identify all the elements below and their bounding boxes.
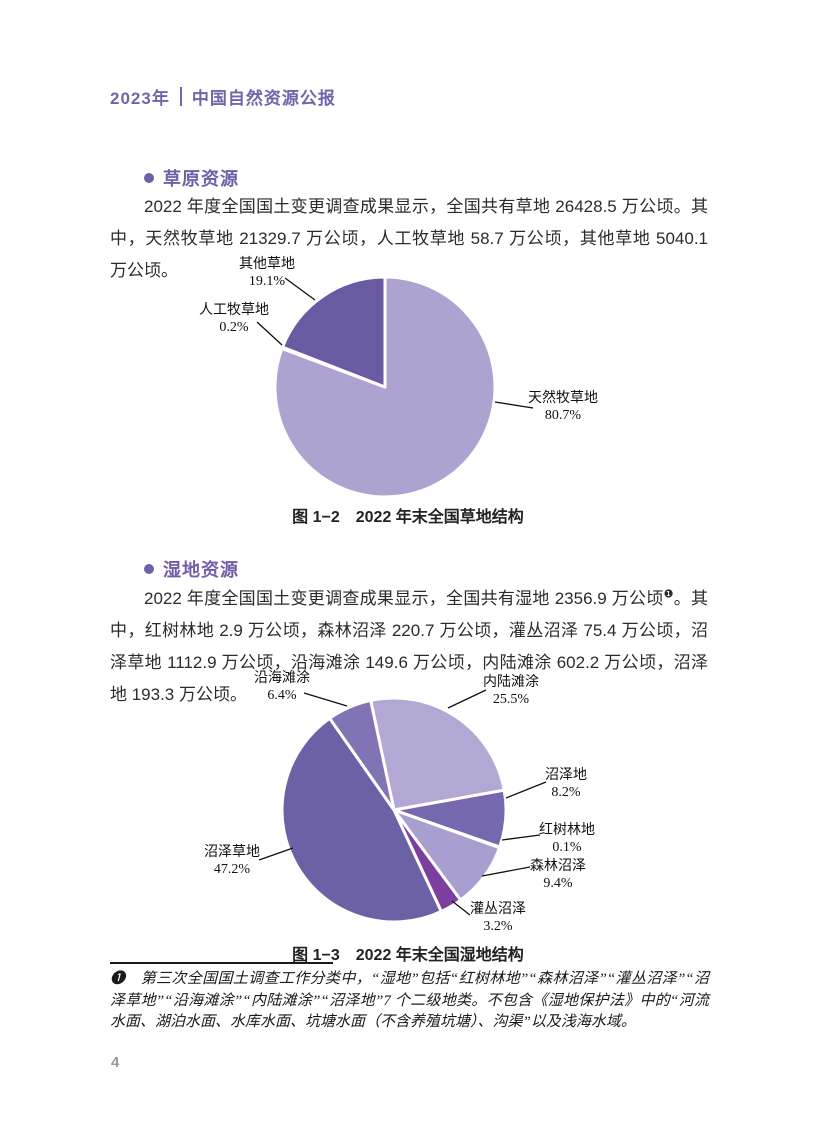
pie-label-artificial-pasture: 人工牧草地 0.2% — [199, 302, 269, 336]
section-heading-label: 草原资源 — [163, 169, 239, 189]
pie-label-other-grassland: 其他草地 19.1% — [239, 256, 295, 290]
pie-label-coastal-mudflat: 沿海滩涂 6.4% — [254, 670, 310, 704]
paragraph-wetland: 2022 年度全国国土变更调查成果显示，全国共有湿地 2356.9 万公顷❶。其… — [110, 583, 708, 711]
pie-slices — [273, 275, 497, 499]
pie-slice-marsh-grassland — [280, 716, 443, 924]
header-year: 2023年 — [110, 89, 170, 108]
leader-line-natural-pasture — [494, 401, 534, 409]
pie-label-value: 47.2% — [213, 862, 251, 877]
pie-label-value: 6.4% — [267, 688, 297, 703]
paragraph-grassland: 2022 年度全国国土变更调查成果显示，全国共有草地 26428.5 万公顷。其… — [110, 197, 708, 280]
pie-label-marshland: 沼泽地 8.2% — [545, 767, 587, 801]
pie-label-name: 内陆滩涂 — [483, 675, 539, 690]
pie-slice-inland-mudflat — [369, 696, 506, 812]
footnote-text: ❶ 第三次全国国土调查工作分类中，“湿地”包括“红树林地”“森林沼泽”“灌丛沼泽… — [110, 971, 709, 1030]
pie-svg-grassland — [256, 275, 534, 499]
pie-chart-wetland: 沿海滩涂 6.4% 内陆滩涂 25.5% 沼泽地 8.2% 红树林地 0.1% … — [110, 668, 706, 934]
pie-label-name: 人工牧草地 — [199, 303, 269, 318]
pie-label-shrub-swamp: 灌丛沼泽 3.2% — [470, 901, 526, 935]
pie-slice-coastal-mudflat — [328, 698, 396, 812]
pie-label-name: 天然牧草地 — [528, 391, 598, 406]
pie-label-mangrove-forest: 红树林地 0.1% — [539, 822, 595, 856]
leader-lines — [258, 689, 547, 916]
footnote-marker-superscript: ❶ — [663, 588, 674, 601]
pie-label-value: 8.2% — [551, 785, 581, 800]
pie-label-value: 0.2% — [219, 320, 249, 335]
leader-line-shrub-swamp — [451, 900, 471, 916]
pie-label-value: 3.2% — [483, 919, 513, 934]
pie-label-name: 红树林地 — [539, 823, 595, 838]
leader-line-mangrove-forest — [501, 834, 541, 841]
leader-line-artificial-pasture — [256, 321, 283, 346]
bullet-icon — [144, 564, 154, 574]
bullet-icon — [144, 173, 154, 183]
leader-line-forest-swamp — [481, 866, 531, 877]
paragraph-wetland-text: 2022 年度全国国土变更调查成果显示，全国共有湿地 2356.9 万公顷 — [144, 589, 664, 608]
pie-label-natural-pasture: 天然牧草地 80.7% — [528, 390, 598, 424]
pie-label-value: 25.5% — [492, 692, 530, 707]
pie-label-value: 19.1% — [248, 274, 286, 289]
pie-svg-wetland — [258, 689, 547, 924]
figure-caption-1-2: 图 1−2 2022 年末全国草地结构 — [292, 509, 524, 526]
leader-line-marshland — [505, 781, 547, 799]
footnote-divider — [110, 962, 333, 964]
leader-line-coastal-mudflat — [303, 692, 348, 707]
pie-label-marsh-grassland: 沼泽草地 47.2% — [204, 844, 260, 878]
pie-chart-grassland: 其他草地 19.1% 人工牧草地 0.2% 天然牧草地 80.7% — [110, 256, 706, 502]
leader-line-marsh-grassland — [258, 847, 294, 861]
pie-label-value: 80.7% — [544, 408, 582, 423]
pie-label-value: 0.1% — [552, 840, 582, 855]
page-header: 2023年 中国自然资源公报 — [110, 84, 336, 109]
section-heading-label: 湿地资源 — [163, 560, 239, 580]
pie-label-name: 灌丛沼泽 — [470, 902, 526, 917]
pie-label-forest-swamp: 森林沼泽 9.4% — [530, 858, 586, 892]
pie-label-name: 其他草地 — [239, 257, 295, 272]
pie-label-name: 沼泽草地 — [204, 845, 260, 860]
pie-slice-other-grassland — [280, 275, 387, 389]
section-heading-wetland: 湿地资源 — [144, 556, 239, 582]
page-number: 4 — [111, 1054, 120, 1071]
header-divider — [179, 87, 182, 106]
pie-slices — [280, 696, 508, 924]
figure-caption-1-3: 图 1−3 2022 年末全国湿地结构 — [292, 947, 524, 964]
leader-lines — [256, 277, 534, 409]
pie-label-inland-mudflat: 内陆滩涂 25.5% — [483, 674, 539, 708]
leader-line-inland-mudflat — [447, 689, 487, 709]
paragraph-wetland-text: 。其中，红树林地 2.9 万公顷，森林沼泽 220.7 万公顷，灌丛沼泽 75.… — [110, 589, 708, 704]
pie-label-name: 沼泽地 — [545, 768, 587, 783]
header-title: 中国自然资源公报 — [191, 89, 336, 108]
pie-label-name: 森林沼泽 — [530, 859, 586, 874]
pie-label-value: 9.4% — [543, 876, 573, 891]
pie-label-name: 沿海滩涂 — [254, 671, 310, 686]
leader-line-other-grassland — [284, 277, 316, 301]
section-heading-grassland: 草原资源 — [144, 165, 239, 191]
